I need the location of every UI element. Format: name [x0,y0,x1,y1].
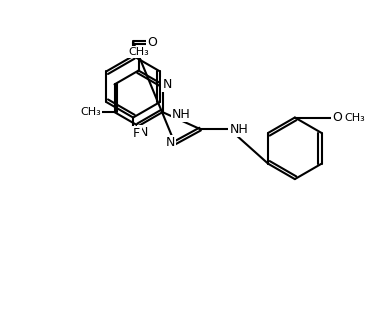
Text: CH₃: CH₃ [128,47,149,57]
Text: CH₃: CH₃ [80,107,101,117]
Text: F: F [133,127,140,140]
Text: N: N [138,126,148,139]
Text: O: O [332,111,342,124]
Text: N: N [165,136,175,149]
Text: N: N [163,78,172,91]
Text: NH: NH [172,108,191,121]
Text: O: O [147,36,157,49]
Text: CH₃: CH₃ [344,113,365,123]
Text: NH: NH [229,123,248,136]
